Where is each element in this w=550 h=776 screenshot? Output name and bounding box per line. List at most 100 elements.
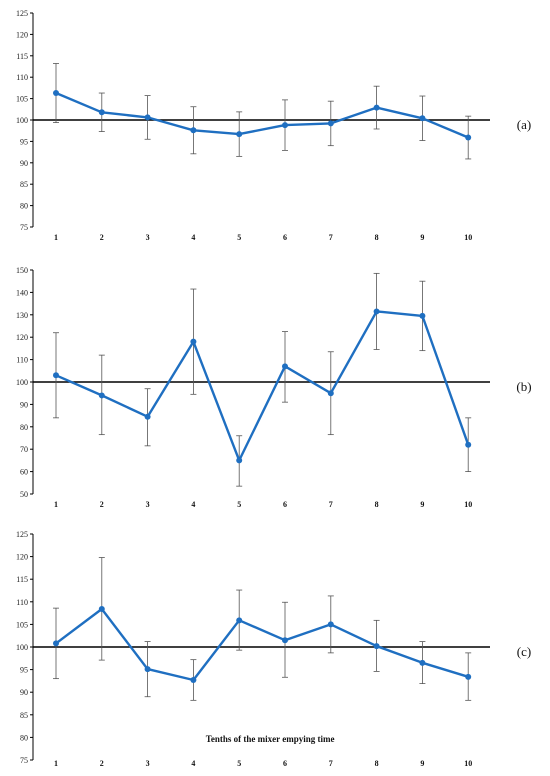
panel-3-y-tick-label: 115 (16, 575, 28, 584)
panel-3-data-point (373, 643, 380, 650)
panel-1-y-tick-label: 110 (16, 73, 28, 82)
panel-3-x-tick-label: 2 (100, 759, 104, 768)
panel-2-y-tick-label: 110 (16, 356, 28, 365)
panel-3-x-axis-label: Tenths of the mixer empying time (206, 734, 335, 744)
panel-1-y-tick-label: 120 (16, 30, 28, 39)
panel-3-data-point (190, 676, 197, 683)
panel-1-x-tick-label: 2 (100, 233, 104, 242)
panel-1-data-point (419, 115, 426, 122)
panel-1-x-tick-label: 5 (237, 233, 241, 242)
panel-3-x-tick-label: 9 (420, 759, 424, 768)
panel-3-y-tick-label: 75 (20, 756, 28, 765)
panel-3-data-point (327, 621, 334, 628)
panel-3-x-tick-label: 3 (146, 759, 150, 768)
panel-1-data-point (53, 90, 59, 97)
panel-2-y-tick-label: 90 (20, 400, 28, 409)
panel-1-data-point (98, 109, 105, 116)
panel-2-x-tick-label: 4 (191, 500, 195, 509)
panel-3-y-tick-label: 125 (16, 530, 28, 539)
panel-1-y-tick-label: 105 (16, 95, 28, 104)
panel-2-x-tick-label: 2 (100, 500, 104, 509)
panel-1-y-tick-label: 100 (16, 116, 28, 125)
panel-2-x-tick-label: 1 (54, 500, 58, 509)
panel-2-y-tick-label: 120 (16, 333, 28, 342)
panel-2-x-tick-label: 8 (375, 500, 379, 509)
panel-3-data-point (53, 640, 59, 647)
panel-3-x-tick-label: 6 (283, 759, 287, 768)
panel-2-data-point (144, 413, 151, 420)
panel-1-y-tick-label: 115 (16, 52, 28, 61)
panel-1-x-tick-label: 6 (283, 233, 287, 242)
panel-2-data-point (373, 308, 380, 315)
panel-1-x-tick-label: 10 (464, 233, 472, 242)
panel-1-y-tick-label: 125 (16, 9, 28, 18)
panel-2-x-tick-label: 5 (237, 500, 241, 509)
panel-2-x-tick-label: 7 (329, 500, 333, 509)
panel-3-y-tick-label: 120 (16, 553, 28, 562)
panel-1-data-point (144, 114, 151, 121)
panel-2-y-tick-label: 100 (16, 378, 28, 387)
panel-2-data-point (53, 372, 59, 379)
panel-3-data-point (98, 606, 105, 613)
panel-2-data-point (236, 457, 243, 464)
panel-2-y-tick-label: 50 (20, 490, 28, 499)
panel-1-x-tick-label: 9 (420, 233, 424, 242)
panel-3-x-tick-label: 5 (237, 759, 241, 768)
panel-1-data-point (282, 122, 288, 129)
panel-2-data-point (190, 338, 197, 345)
panel-3-data-point (282, 637, 288, 644)
panel-3-x-tick-label: 7 (329, 759, 333, 768)
panel-3-data-point (144, 666, 151, 673)
panel-2-x-tick-label: 6 (283, 500, 287, 509)
panel-2-x-tick-label: 9 (420, 500, 424, 509)
panel-3-data-point (419, 659, 426, 666)
panel-3-y-tick-label: 100 (16, 643, 28, 652)
panel-1-series-line (55, 91, 469, 139)
panel-1-y-tick-label: 75 (20, 223, 28, 232)
panel-3-series-line (55, 607, 469, 682)
panel-3-x-tick-label: 8 (375, 759, 379, 768)
panel-2-series-line (55, 310, 470, 462)
panel-1-data-point (190, 127, 197, 134)
panel-2-y-tick-label: 130 (16, 311, 28, 320)
panel-3-label: (c) (517, 644, 531, 659)
panel-1-x-tick-label: 4 (191, 233, 195, 242)
panel-1-y-tick-label: 90 (20, 159, 28, 168)
panel-3-data-point (236, 617, 243, 624)
panel-1-data-point (327, 120, 334, 127)
panel-2-data-point (465, 441, 472, 448)
panel-2-y-tick-label: 80 (20, 423, 28, 432)
panel-2-y-tick-label: 150 (16, 266, 28, 275)
panel-3-y-tick-label: 95 (20, 666, 28, 675)
panel-1-x-tick-label: 8 (375, 233, 379, 242)
panel-2-x-tick-label: 3 (146, 500, 150, 509)
panel-3-data-point (465, 673, 472, 680)
panel-1-y-tick-label: 85 (20, 180, 28, 189)
panel-1-x-tick-label: 7 (329, 233, 333, 242)
panel-2-data-point (282, 363, 288, 370)
panel-3-y-tick-label: 90 (20, 688, 28, 697)
panel-3-x-tick-label: 1 (54, 759, 58, 768)
panel-2-y-tick-label: 70 (20, 445, 28, 454)
panel-2-y-tick-label: 140 (16, 288, 28, 297)
panel-3-y-tick-label: 80 (20, 733, 28, 742)
panel-2-label: (b) (516, 379, 531, 394)
panel-1-data-point (465, 134, 472, 141)
panel-1-data-point (373, 104, 380, 111)
panel-1-data-point (236, 131, 243, 138)
panel-3-y-tick-label: 110 (16, 598, 28, 607)
panel-2-data-point (419, 312, 426, 319)
panel-3-x-tick-label: 4 (191, 759, 195, 768)
panel-2-y-tick-label: 60 (20, 468, 28, 477)
panel-3-y-tick-label: 105 (16, 620, 28, 629)
panel-2-x-tick-label: 10 (464, 500, 472, 509)
panel-3-y-tick-label: 85 (20, 711, 28, 720)
panel-2-data-point (98, 392, 105, 399)
panel-1-y-tick-label: 95 (20, 137, 28, 146)
panel-3-x-tick-label: 10 (464, 759, 472, 768)
panel-1-x-tick-label: 1 (54, 233, 58, 242)
panel-1-label: (a) (517, 117, 531, 132)
panel-1-x-tick-label: 3 (146, 233, 150, 242)
panel-1-y-tick-label: 80 (20, 202, 28, 211)
